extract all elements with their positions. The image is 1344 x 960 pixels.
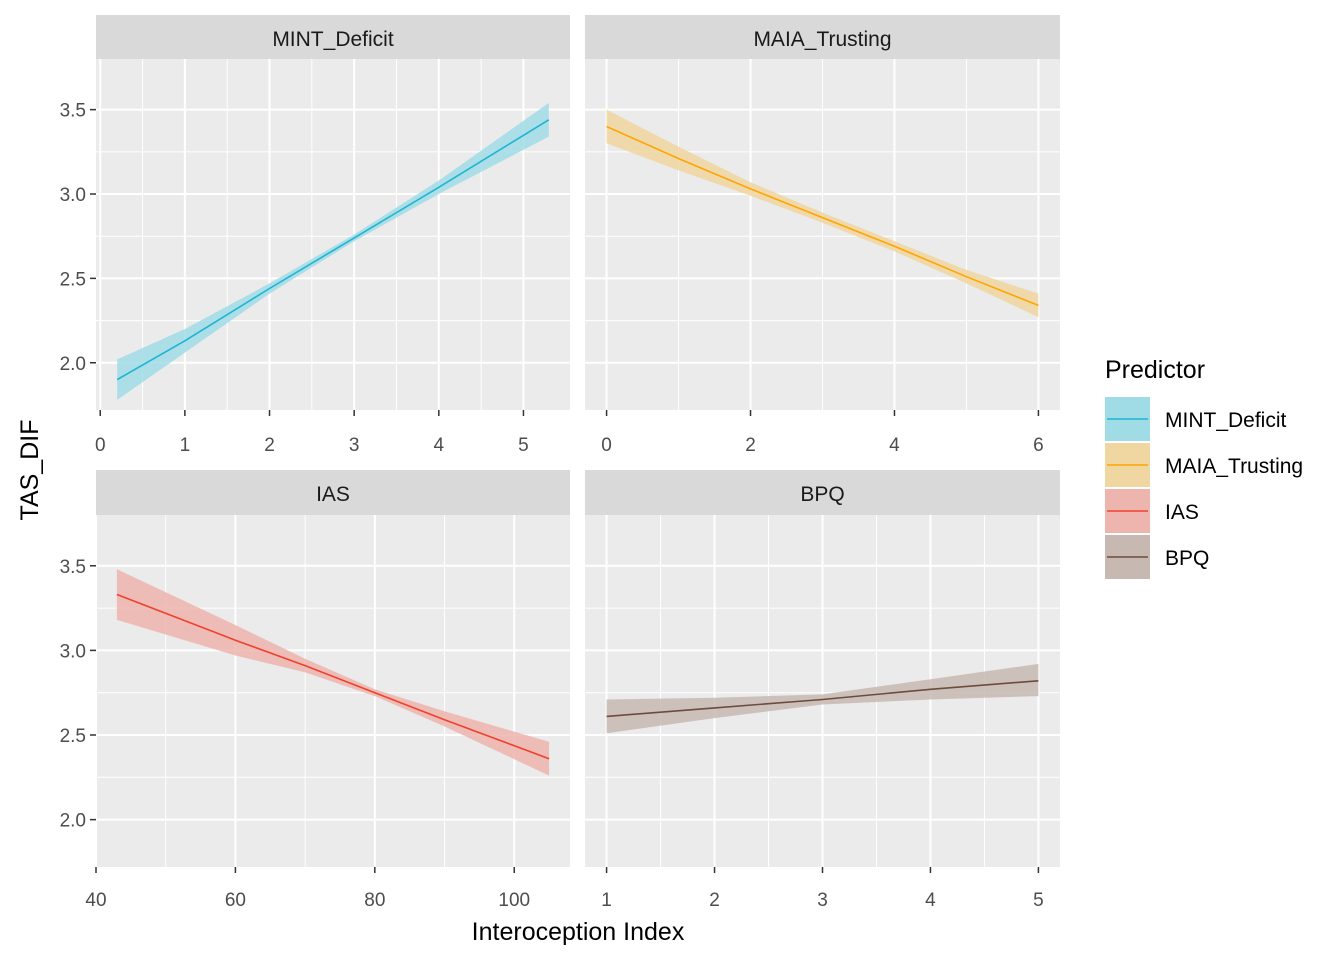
x-tick-label: 4 [925,890,936,911]
fit-line [116,119,550,381]
legend-label: MINT_Deficit [1165,409,1287,432]
strip-background [96,15,570,59]
strip-label: MAIA_Trusting [753,28,891,51]
strip-label: BPQ [800,483,844,506]
x-axis-title: Interoception Index [472,918,685,946]
y-axis-title: TAS_DIF [16,420,44,521]
fit-line [116,593,550,760]
y-tick-label: 3.5 [60,101,86,122]
x-tick-label: 0 [95,435,106,456]
x-tick-label: 60 [225,890,246,911]
legend-item-ias: IAS [1105,489,1199,533]
panel-bpq: BPQ 1 2 3 4 5 [585,470,1060,911]
x-tick-label: 80 [364,890,385,911]
x-tick-label: 4 [434,435,445,456]
legend-item-maia-trusting: MAIA_Trusting [1105,443,1303,487]
strip-background [585,15,1060,59]
x-tick-label: 3 [817,890,828,911]
panel-background [96,515,570,867]
legend-label: MAIA_Trusting [1165,455,1303,478]
fit-line [606,680,1039,718]
y-tick-label: 3.5 [60,557,86,578]
legend-title: Predictor [1105,356,1205,384]
fit-line [606,125,1039,307]
facet-panels: MINT_Deficit 0 1 2 3 4 5 2.0 2.5 3.0 3.5 MAIA_Trust… [60,15,1060,911]
x-tick-label: 6 [1033,435,1044,456]
y-tick-label: 2.0 [60,354,86,375]
legend-label: BPQ [1165,547,1209,570]
legend-label: IAS [1165,501,1199,524]
confidence-band [606,109,1039,318]
panel-ias: IAS 40 60 80 100 2.0 2.5 3.0 3.5 [60,470,570,911]
x-tick-label: 4 [889,435,900,456]
x-tick-label: 0 [601,435,612,456]
x-tick-label: 1 [180,435,191,456]
strip-label: MINT_Deficit [272,28,394,51]
y-tick-label: 3.0 [60,185,86,206]
x-tick-label: 5 [1033,890,1044,911]
panel-mint-deficit: MINT_Deficit 0 1 2 3 4 5 2.0 2.5 3.0 3.5 [60,15,570,456]
x-tick-label: 1 [601,890,612,911]
confidence-band [116,569,550,776]
x-tick-label: 5 [518,435,529,456]
y-tick-label: 2.5 [60,269,86,290]
confidence-band [606,663,1039,734]
y-tick-label: 3.0 [60,641,86,662]
x-tick-label: 2 [745,435,756,456]
legend: MINT_Deficit MAIA_Trusting IAS BPQ [1105,397,1303,579]
strip-background [585,470,1060,515]
x-tick-label: 2 [264,435,275,456]
y-tick-label: 2.0 [60,811,86,832]
strip-background [96,470,570,515]
strip-label: IAS [316,483,350,506]
x-tick-label: 40 [85,890,106,911]
y-tick-label: 2.5 [60,726,86,747]
legend-item-mint-deficit: MINT_Deficit [1105,397,1287,441]
x-tick-label: 2 [709,890,720,911]
panel-maia-trusting: MAIA_Trusting 0 2 4 6 [585,15,1060,456]
x-tick-label: 100 [498,890,530,911]
legend-item-bpq: BPQ [1105,535,1209,579]
x-tick-label: 3 [349,435,360,456]
